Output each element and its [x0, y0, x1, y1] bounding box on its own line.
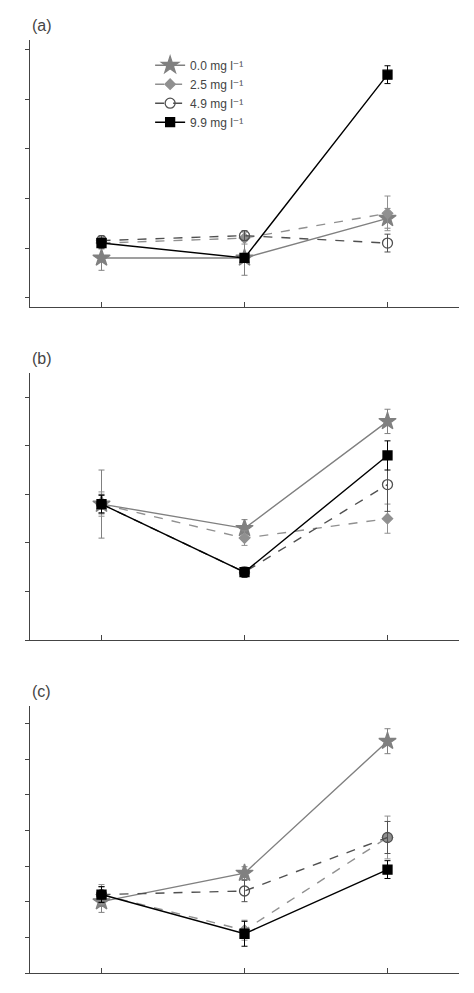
svg-text:4.9 mg l⁻¹: 4.9 mg l⁻¹ [190, 97, 243, 111]
svg-text:2.5 mg l⁻¹: 2.5 mg l⁻¹ [190, 78, 243, 92]
svg-text:0.0 mg l⁻¹: 0.0 mg l⁻¹ [190, 59, 243, 73]
svg-text:9.9 mg l⁻¹: 9.9 mg l⁻¹ [190, 116, 243, 130]
svg-text:(a): (a) [32, 17, 52, 34]
svg-text:(b): (b) [32, 350, 52, 367]
svg-text:(c): (c) [32, 683, 51, 700]
